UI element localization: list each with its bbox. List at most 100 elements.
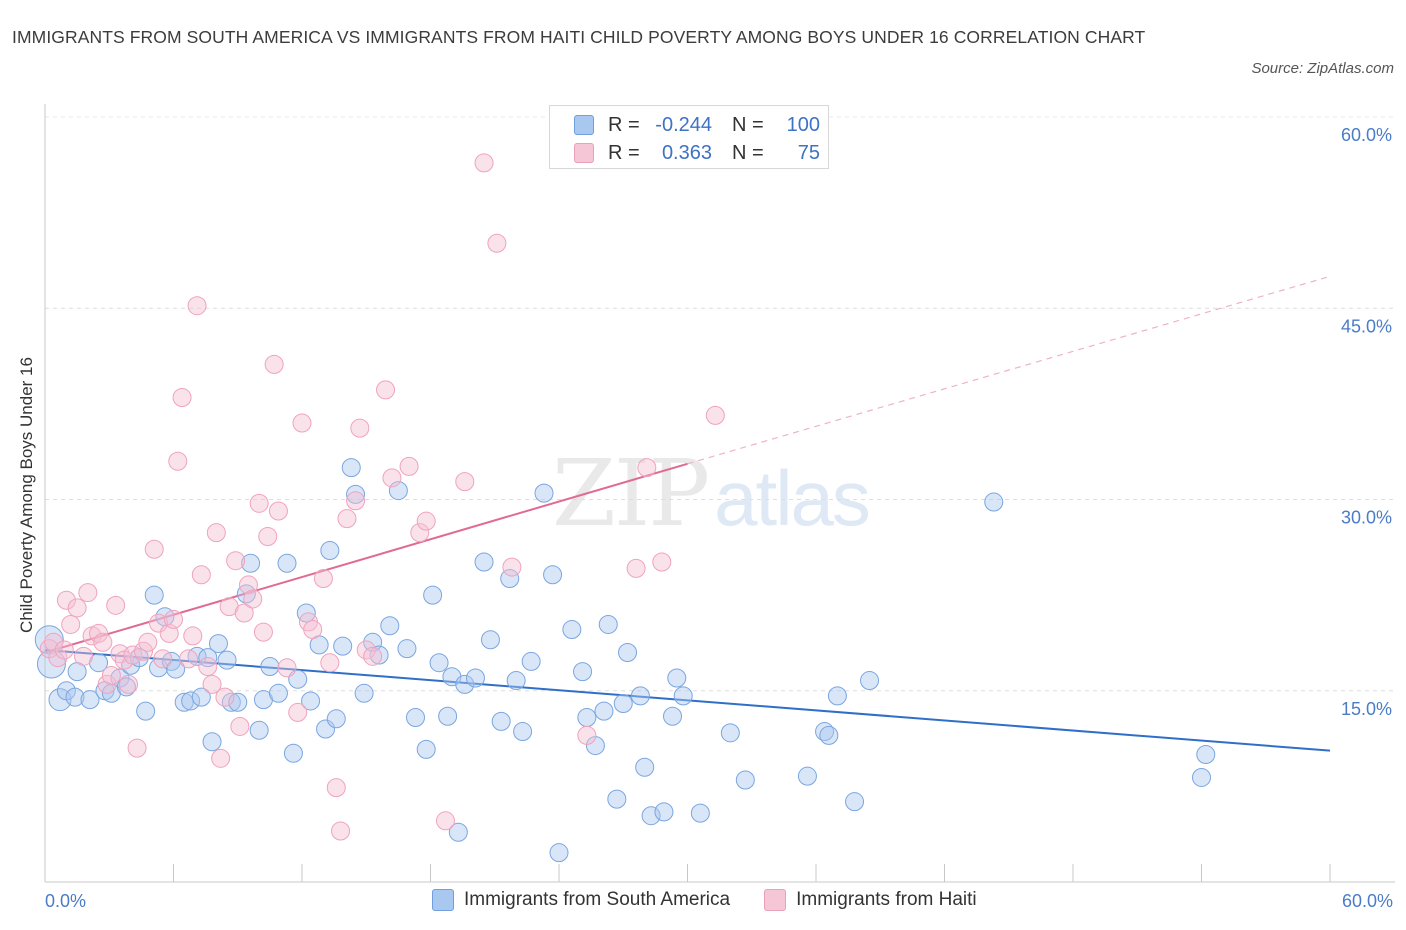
data-point-haiti <box>258 526 278 546</box>
data-point-south-america <box>618 643 638 662</box>
data-point-haiti <box>187 296 207 316</box>
data-point-south-america <box>388 481 408 501</box>
data-point-south-america <box>380 616 400 636</box>
data-point-haiti <box>215 687 235 707</box>
series-label-haiti: Immigrants from Haiti <box>796 889 977 910</box>
data-point-south-america <box>543 565 563 585</box>
data-point-south-america <box>577 708 597 728</box>
data-point-haiti <box>153 649 173 669</box>
data-point-haiti <box>138 632 158 652</box>
legend-r-value: -0.244 <box>655 113 712 136</box>
data-point-haiti <box>172 388 192 407</box>
data-point-south-america <box>429 653 449 673</box>
data-point-south-america <box>301 691 321 711</box>
data-point-south-america <box>491 711 511 731</box>
data-point-south-america <box>346 484 366 504</box>
data-point-haiti <box>337 509 357 529</box>
data-point-south-america <box>635 757 655 777</box>
data-point-south-america <box>663 706 683 726</box>
watermark-zip: ZIP <box>552 440 710 547</box>
data-point-haiti <box>206 523 226 543</box>
data-point-south-america <box>277 553 297 573</box>
chart-title: IMMIGRANTS FROM SOUTH AMERICA VS IMMIGRA… <box>12 27 1146 47</box>
data-point-haiti <box>577 725 597 745</box>
data-point-haiti <box>399 456 419 476</box>
data-point-haiti <box>144 539 164 559</box>
data-point-south-america <box>438 706 458 726</box>
data-point-south-america <box>283 743 303 763</box>
trend-line-haiti <box>44 462 688 654</box>
data-point-south-america <box>316 719 336 739</box>
data-point-haiti <box>249 493 269 513</box>
data-point-haiti <box>487 233 507 253</box>
legend-r-label: R = <box>608 113 640 136</box>
data-point-south-america <box>513 722 533 742</box>
legend-n-label: N = <box>732 141 764 164</box>
data-point-south-america <box>594 701 614 721</box>
data-point-south-america <box>654 802 674 822</box>
data-point-haiti <box>89 623 109 643</box>
data-point-south-america <box>174 692 194 712</box>
data-point-haiti <box>106 595 126 615</box>
data-point-south-america <box>397 639 417 659</box>
source-credit: Source: ZipAtlas.com <box>1251 60 1394 77</box>
data-point-haiti <box>178 649 198 669</box>
watermark: ZIPatlas <box>552 440 871 547</box>
data-point-south-america <box>166 659 186 679</box>
legend-row-south-america: R = -0.244 N = 100 <box>574 113 820 137</box>
data-point-south-america <box>480 630 500 650</box>
points-south-america <box>34 458 1216 863</box>
data-point-haiti <box>164 609 183 629</box>
data-point-south-america <box>641 806 661 826</box>
data-point-south-america <box>423 585 443 605</box>
data-point-south-america <box>65 687 85 707</box>
data-point-south-america <box>116 677 136 697</box>
data-point-south-america <box>181 691 201 711</box>
data-point-haiti <box>61 614 81 634</box>
legend-row-haiti: R = 0.363 N = 75 <box>574 141 820 165</box>
series-legend: Immigrants from South America Immigrants… <box>432 889 1011 911</box>
legend-n-value: 75 <box>797 141 820 164</box>
trend-lines <box>44 275 1331 752</box>
series-swatch-south-america <box>432 889 454 911</box>
y-tick-label: 15.0% <box>1341 699 1392 719</box>
y-tick-label: 45.0% <box>1341 316 1392 336</box>
data-point-haiti <box>253 622 273 642</box>
points-haiti <box>39 153 725 841</box>
data-point-haiti <box>54 640 74 660</box>
data-point-south-america <box>521 651 541 671</box>
data-point-haiti <box>320 653 340 673</box>
data-point-haiti <box>234 603 254 623</box>
data-point-south-america <box>720 723 740 743</box>
data-point-haiti <box>123 645 143 665</box>
data-point-haiti <box>44 632 64 652</box>
data-point-south-america <box>249 720 269 740</box>
data-point-south-america <box>500 569 520 589</box>
data-point-south-america <box>260 657 280 677</box>
data-point-haiti <box>502 557 522 577</box>
series-legend-haiti: Immigrants from Haiti <box>764 889 977 911</box>
data-point-south-america <box>191 687 211 707</box>
data-point-south-america <box>845 792 865 812</box>
data-point-south-america <box>136 701 156 721</box>
trend-line-south-america <box>44 648 1331 752</box>
data-point-south-america <box>144 585 164 605</box>
y-tick-label: 60.0% <box>1341 125 1392 145</box>
data-point-south-america <box>80 690 100 710</box>
data-point-south-america <box>984 492 1004 512</box>
data-point-south-america <box>354 683 374 703</box>
data-point-haiti <box>97 674 117 694</box>
data-point-haiti <box>198 657 218 677</box>
data-point-haiti <box>101 665 121 685</box>
data-point-south-america <box>1196 745 1216 764</box>
data-point-haiti <box>78 583 98 603</box>
data-point-south-america <box>607 789 627 809</box>
data-point-haiti <box>127 738 147 758</box>
data-point-haiti <box>134 641 154 661</box>
data-point-south-america <box>827 686 847 706</box>
data-point-south-america <box>48 688 72 712</box>
data-point-south-america <box>416 739 436 759</box>
data-point-haiti <box>410 523 430 543</box>
data-point-haiti <box>326 778 346 798</box>
data-point-haiti <box>350 418 370 438</box>
